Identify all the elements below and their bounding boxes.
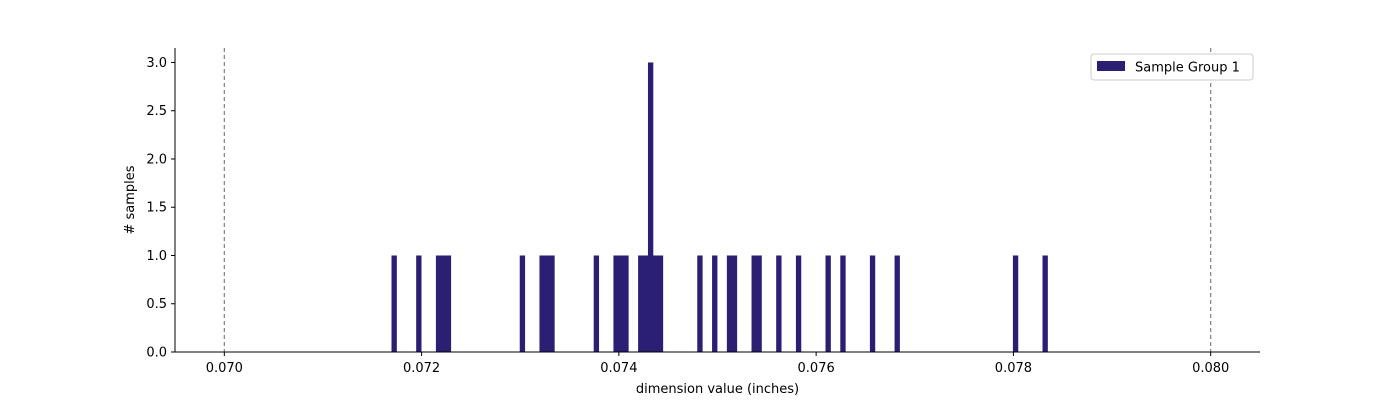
y-tick-label: 2.0 xyxy=(146,152,167,167)
histogram-bar xyxy=(391,255,397,352)
histogram-bar xyxy=(638,255,644,352)
spec-limit-lines xyxy=(223,48,1212,352)
histogram-bar xyxy=(416,255,422,352)
histogram-bar xyxy=(726,255,733,352)
histogram-bar xyxy=(751,255,757,352)
y-tick-label: 0.0 xyxy=(146,346,167,361)
histogram-bar xyxy=(731,255,738,352)
histogram-bars xyxy=(391,62,1048,352)
histogram-bar xyxy=(618,255,624,352)
x-tick-label: 0.080 xyxy=(1192,361,1229,376)
histogram-bar xyxy=(623,255,629,352)
histogram-bar xyxy=(712,255,718,352)
x-tick-label: 0.072 xyxy=(403,361,440,376)
histogram-bar xyxy=(840,255,846,352)
legend-box xyxy=(1090,53,1254,81)
y-tick-label: 0.5 xyxy=(146,297,167,312)
histogram-bar xyxy=(647,62,654,352)
legend-label: Sample Group 1 xyxy=(1135,61,1240,76)
histogram-bar xyxy=(657,255,664,352)
histogram-bar xyxy=(869,255,876,352)
x-tick-label: 0.078 xyxy=(995,361,1032,376)
histogram-bar xyxy=(519,255,526,352)
histogram-bar xyxy=(825,255,831,352)
histogram-bar xyxy=(613,255,619,352)
y-tick-label: 2.5 xyxy=(146,104,167,119)
histogram-bar xyxy=(539,255,545,352)
histogram-bar xyxy=(1042,255,1048,352)
histogram-bar xyxy=(795,255,802,352)
x-axis-ticks: 0.070 0.072 0.074 0.076 0.078 0.080 xyxy=(206,352,1229,376)
histogram-bar xyxy=(593,255,600,352)
histogram-bar xyxy=(652,255,659,352)
y-tick-label: 1.0 xyxy=(146,249,167,264)
y-axis-ticks: 0.0 0.5 1.0 1.5 2.0 2.5 3.0 xyxy=(146,56,175,361)
histogram-bar xyxy=(544,255,550,352)
histogram-bar xyxy=(549,255,555,352)
x-tick-label: 0.070 xyxy=(206,361,243,376)
histogram-bar xyxy=(1012,255,1019,352)
histogram-bar xyxy=(445,255,452,352)
histogram-bar xyxy=(435,255,442,352)
legend-swatch xyxy=(1097,61,1125,71)
legend: Sample Group 1 xyxy=(1090,53,1254,81)
histogram-bar xyxy=(440,255,447,352)
y-axis-label: # samples xyxy=(123,165,138,234)
axes xyxy=(174,48,1260,353)
x-axis-label: dimension value (inches) xyxy=(636,382,799,397)
histogram-bar xyxy=(776,255,782,352)
histogram-bar xyxy=(643,255,649,352)
histogram-bar xyxy=(756,255,762,352)
x-tick-label: 0.074 xyxy=(600,361,637,376)
y-tick-label: 3.0 xyxy=(146,56,167,71)
x-tick-label: 0.076 xyxy=(798,361,835,376)
histogram-bar xyxy=(697,255,703,352)
histogram-bar xyxy=(894,255,900,352)
y-tick-label: 1.5 xyxy=(146,201,167,216)
